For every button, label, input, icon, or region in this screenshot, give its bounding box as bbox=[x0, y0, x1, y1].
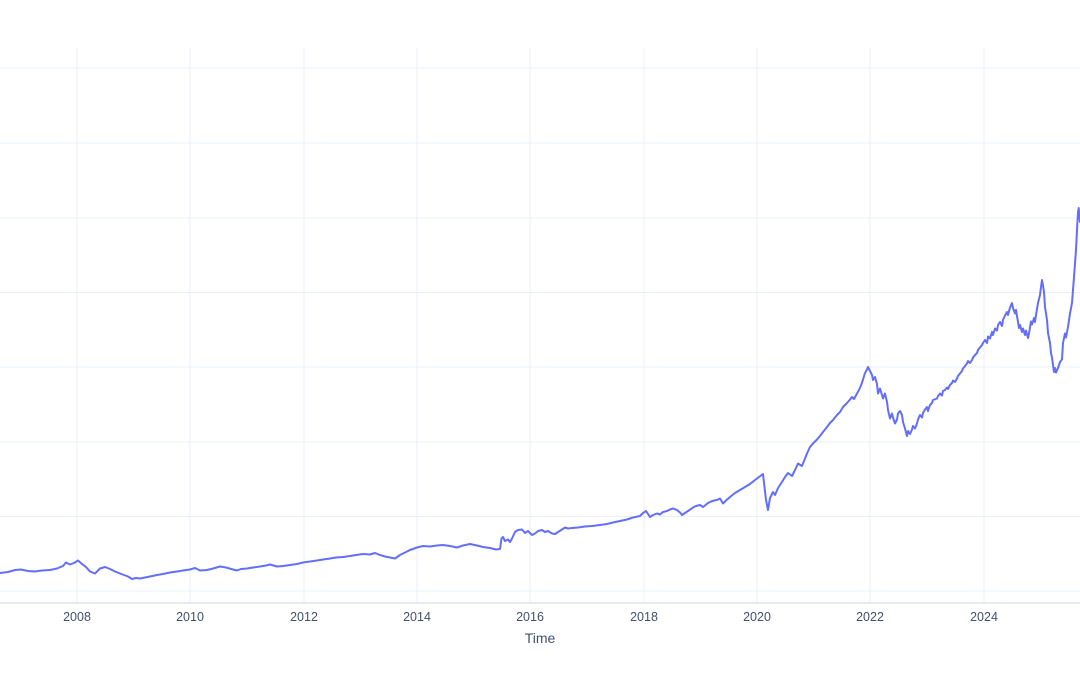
x-tick-label: 2014 bbox=[403, 610, 431, 624]
x-tick-label: 2018 bbox=[630, 610, 658, 624]
x-tick-label: 2024 bbox=[970, 610, 998, 624]
x-tick-label: 2012 bbox=[290, 610, 318, 624]
x-tick-label: 2020 bbox=[743, 610, 771, 624]
x-tick-label: 2022 bbox=[856, 610, 884, 624]
x-tick-label: 2010 bbox=[176, 610, 204, 624]
x-tick-label: 2008 bbox=[63, 610, 91, 624]
price-line-series[interactable] bbox=[0, 207, 1080, 580]
x-tick-label: 2016 bbox=[516, 610, 544, 624]
x-axis-title: Time bbox=[524, 630, 556, 646]
